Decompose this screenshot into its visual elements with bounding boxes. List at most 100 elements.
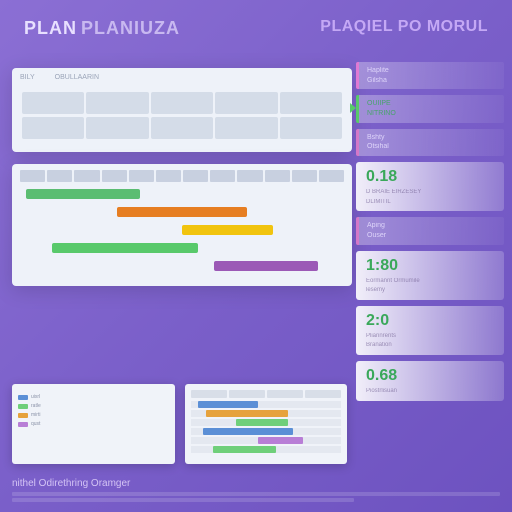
table-row xyxy=(22,117,342,139)
gantt-col xyxy=(47,170,72,182)
gantt-col xyxy=(20,170,45,182)
sidebar-tag[interactable]: HapliteGilsha xyxy=(356,62,504,89)
mini-gantt-bar xyxy=(206,410,289,417)
cell[interactable] xyxy=(86,92,148,114)
legend: uixrlratlemirtiqust xyxy=(18,394,169,427)
gantt-row xyxy=(20,240,344,256)
mini-gantt-row xyxy=(191,437,342,444)
main-panel: BILY OBULLAARIN xyxy=(0,60,352,372)
tab[interactable] xyxy=(229,390,265,398)
mini-gantt-row xyxy=(191,446,342,453)
metric-label: Piostrlisuan xyxy=(366,388,494,395)
tag-label: Haplite xyxy=(367,67,496,75)
metric-card[interactable]: 1:80 Eormannt Ormumile lesemy xyxy=(356,251,504,300)
gantt-bar[interactable] xyxy=(26,189,139,199)
gantt-bar[interactable] xyxy=(52,243,198,253)
mini-tabs xyxy=(191,390,342,398)
mini-gantt-bar xyxy=(198,401,258,408)
legend-label: ratle xyxy=(31,403,41,409)
gantt-bar[interactable] xyxy=(182,225,273,235)
gantt-bar[interactable] xyxy=(117,207,247,217)
cell[interactable] xyxy=(215,117,277,139)
legend-swatch xyxy=(18,395,28,400)
head-label: BILY xyxy=(20,74,35,81)
mini-gantt-bar xyxy=(258,437,303,444)
mini-gantt-row xyxy=(191,419,342,426)
cell[interactable] xyxy=(215,92,277,114)
mini-legend-card[interactable]: uixrlratlemirtiqust xyxy=(12,384,175,464)
metric-card[interactable]: 0.18 D BRAIE EIRZESEY DLIMITIL xyxy=(356,162,504,211)
sidebar: HapliteGilsha OUIIPE NITRINO BshtyOtsihal 0.… xyxy=(356,62,504,401)
gantt-head xyxy=(20,170,344,182)
cell[interactable] xyxy=(280,92,342,114)
gantt-col xyxy=(156,170,181,182)
metric-card[interactable]: 2:0 Pliannrents Branation xyxy=(356,306,504,355)
tab[interactable] xyxy=(267,390,303,398)
gantt-col xyxy=(74,170,99,182)
sidebar-tag[interactable]: ApingOuser xyxy=(356,217,504,244)
legend-item: mirti xyxy=(18,412,169,418)
title-main: PLAN xyxy=(24,18,77,38)
gantt-col xyxy=(210,170,235,182)
metric-label: D BRAIE EIRZESEY xyxy=(366,189,494,196)
title-left: PLANPLANIUZA xyxy=(24,18,180,39)
metric-value: 2:0 xyxy=(366,312,494,330)
gantt-col xyxy=(292,170,317,182)
gantt-col xyxy=(129,170,154,182)
metric-label: lesemy xyxy=(366,287,494,294)
mini-gantt-bar xyxy=(213,446,276,453)
gantt-row xyxy=(20,222,344,238)
mini-gantt-row xyxy=(191,410,342,417)
cell[interactable] xyxy=(151,117,213,139)
sidebar-tag[interactable]: OUIIPE NITRINO xyxy=(356,95,504,122)
tag-label: Bshty xyxy=(367,134,496,142)
mini-gantt-row xyxy=(191,401,342,408)
footer: nithel Odirethring Oramger xyxy=(12,478,500,504)
cell[interactable] xyxy=(280,117,342,139)
gantt-col xyxy=(319,170,344,182)
metric-value: 0.18 xyxy=(366,168,494,186)
metric-value: 1:80 xyxy=(366,257,494,275)
gantt-bar[interactable] xyxy=(214,261,318,271)
legend-label: qust xyxy=(31,421,40,427)
mini-gantt-bar xyxy=(203,428,293,435)
metric-label: DLIMITIL xyxy=(366,199,494,206)
metric-label: Pliannrents xyxy=(366,333,494,340)
cell[interactable] xyxy=(151,92,213,114)
gantt-row xyxy=(20,258,344,274)
tag-label: Ouser xyxy=(367,232,496,240)
mini-gantt xyxy=(191,401,342,453)
card-head: BILY OBULLAARIN xyxy=(12,68,352,86)
metric-value: 0.68 xyxy=(366,367,494,385)
mini-gantt-card[interactable] xyxy=(185,384,348,464)
tab[interactable] xyxy=(191,390,227,398)
gantt-body xyxy=(20,186,344,274)
title-sub: PLANIUZA xyxy=(81,18,180,38)
footer-line xyxy=(12,498,354,502)
gantt-col xyxy=(237,170,262,182)
metric-label: Eormannt Ormumile xyxy=(366,278,494,285)
legend-swatch xyxy=(18,413,28,418)
legend-item: ratle xyxy=(18,403,169,409)
metric-label: Branation xyxy=(366,342,494,349)
gantt xyxy=(12,164,352,286)
cell[interactable] xyxy=(22,92,84,114)
table-card: BILY OBULLAARIN xyxy=(12,68,352,152)
gantt-col xyxy=(102,170,127,182)
sidebar-tag[interactable]: BshtyOtsihal xyxy=(356,129,504,156)
tag-label: NITRINO xyxy=(367,110,496,118)
table-row xyxy=(22,92,342,114)
metric-card[interactable]: 0.68 Piostrlisuan xyxy=(356,361,504,401)
cell[interactable] xyxy=(22,117,84,139)
gantt-col xyxy=(265,170,290,182)
tab[interactable] xyxy=(305,390,341,398)
tag-label: OUIIPE xyxy=(367,100,496,108)
title-right: PLAQIEL PO MORUL xyxy=(320,18,488,39)
legend-swatch xyxy=(18,422,28,427)
gantt-col xyxy=(183,170,208,182)
gantt-card xyxy=(12,164,352,286)
tag-label: Otsihal xyxy=(367,143,496,151)
cell[interactable] xyxy=(86,117,148,139)
head-label: OBULLAARIN xyxy=(55,74,99,81)
mini-gantt-row xyxy=(191,428,342,435)
